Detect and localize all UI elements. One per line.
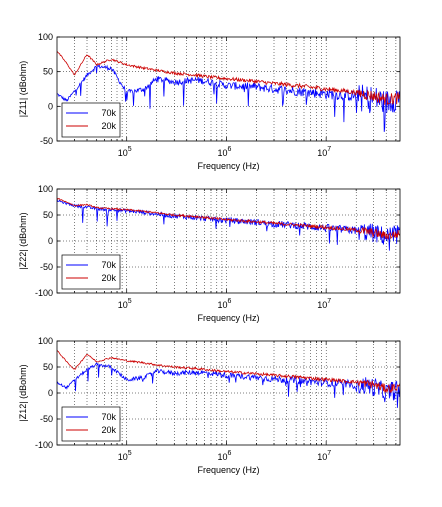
- x-axis-label: Frequency (Hz): [197, 313, 259, 323]
- legend-label-20k: 20k: [101, 425, 116, 435]
- x-tick-label: 105: [118, 298, 132, 310]
- y-tick-label: 0: [48, 236, 53, 246]
- y-tick-label: 50: [43, 362, 53, 372]
- legend-box: [61, 406, 121, 442]
- y-tick-label: 100: [38, 336, 53, 346]
- y-tick-label: 50: [43, 210, 53, 220]
- y-axis-label: |Z22| (dBohm): [18, 212, 28, 269]
- y-tick-label: -100: [35, 288, 53, 298]
- x-tick-label: 105: [118, 146, 132, 158]
- x-axis-label: Frequency (Hz): [197, 465, 259, 475]
- x-tick-label: 106: [217, 298, 231, 310]
- x-tick-label: 107: [317, 298, 331, 310]
- x-tick-label: 106: [217, 146, 231, 158]
- legend-box: [61, 102, 121, 138]
- y-tick-label: -50: [40, 136, 53, 146]
- series-group: [57, 197, 400, 251]
- legend-box: [61, 254, 121, 290]
- y-tick-label: 0: [48, 101, 53, 111]
- y-tick-label: 50: [43, 67, 53, 77]
- chart-panel-1: -50 0 50 100 105 106 107 Frequency (Hz) |Z11| (d…: [18, 32, 401, 171]
- x-tick-label: 107: [317, 146, 331, 158]
- y-tick-label: 0: [48, 388, 53, 398]
- grid-lines: [57, 189, 400, 293]
- series-line-70k: [57, 362, 400, 408]
- x-tick-label: 107: [317, 450, 331, 462]
- series-line-20k: [57, 349, 400, 394]
- x-axis-label: Frequency (Hz): [197, 161, 259, 171]
- legend-label-70k: 70k: [101, 412, 116, 422]
- y-axis-label: |Z12| (dBohm): [18, 364, 28, 421]
- series-group: [57, 349, 400, 408]
- series-line-20k: [57, 50, 400, 106]
- legend-label-20k: 20k: [101, 273, 116, 283]
- y-axis-label: |Z11| (dBohm): [18, 61, 28, 118]
- legend-label-70k: 70k: [101, 108, 116, 118]
- y-tick-label: 100: [38, 184, 53, 194]
- chart-panel-3: -100 -50 0 50 100 105 106 107 Frequency (Hz) |Z12…: [18, 336, 401, 475]
- chart-panel-2: -100 -50 0 50 100 105 106 107 Frequency (Hz) |Z22…: [18, 184, 401, 323]
- legend-label-70k: 70k: [101, 260, 116, 270]
- y-tick-label: -50: [40, 414, 53, 424]
- grid-lines: [57, 341, 400, 445]
- axes-box: [56, 36, 401, 142]
- x-tick-label: 106: [217, 450, 231, 462]
- series-line-20k: [57, 197, 400, 240]
- series-line-70k: [57, 63, 400, 132]
- y-tick-label: -100: [35, 440, 53, 450]
- legend-label-20k: 20k: [101, 121, 116, 131]
- series-group: [57, 50, 400, 132]
- y-tick-label: -50: [40, 262, 53, 272]
- y-tick-label: 100: [38, 32, 53, 42]
- x-tick-label: 105: [118, 450, 132, 462]
